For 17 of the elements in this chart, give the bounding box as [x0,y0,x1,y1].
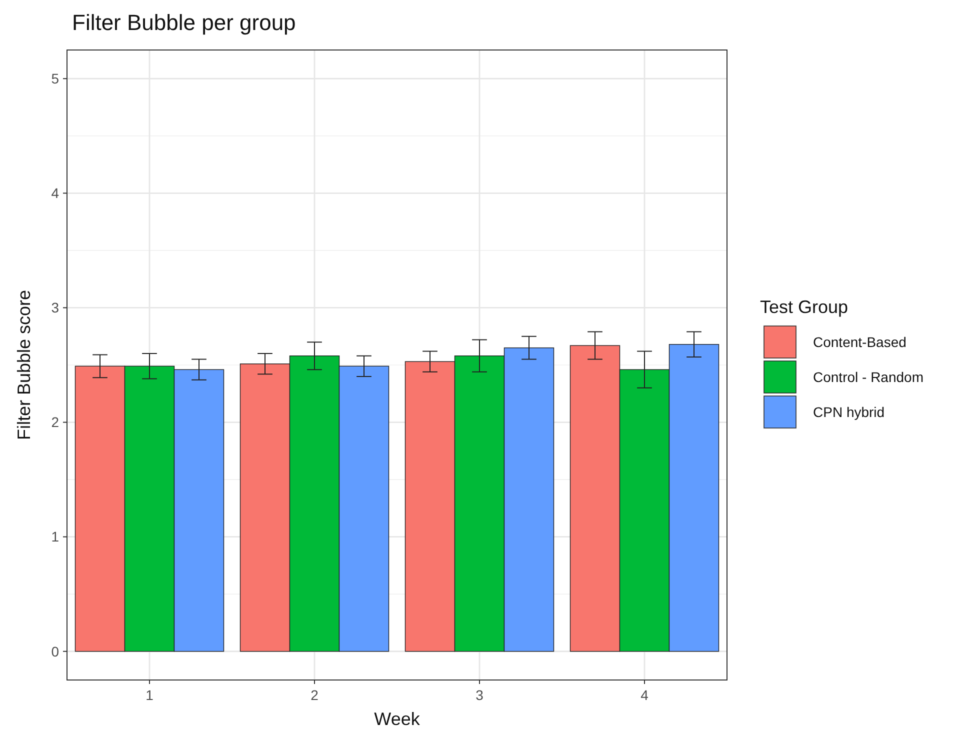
x-axis-title: Week [374,709,421,729]
legend-label: Content-Based [813,334,906,350]
y-tick-label: 5 [51,70,60,87]
y-tick-label: 1 [51,528,60,545]
y-axis-title: Filter Bubble score [14,290,34,440]
x-tick-label: 4 [640,687,649,703]
y-tick-label: 3 [51,300,60,316]
x-tick-label: 1 [146,687,154,703]
y-tick-label: 2 [51,414,60,430]
y-tick-label: 4 [51,185,60,202]
chart-title: Filter Bubble per group [72,10,296,35]
x-tick-label: 2 [310,687,319,703]
x-tick-label: 3 [476,687,484,703]
legend-label: CPN hybrid [813,404,885,420]
y-tick-label: 0 [51,643,60,660]
legend-title: Test Group [760,297,848,317]
legend-label: Control - Random [813,368,924,385]
